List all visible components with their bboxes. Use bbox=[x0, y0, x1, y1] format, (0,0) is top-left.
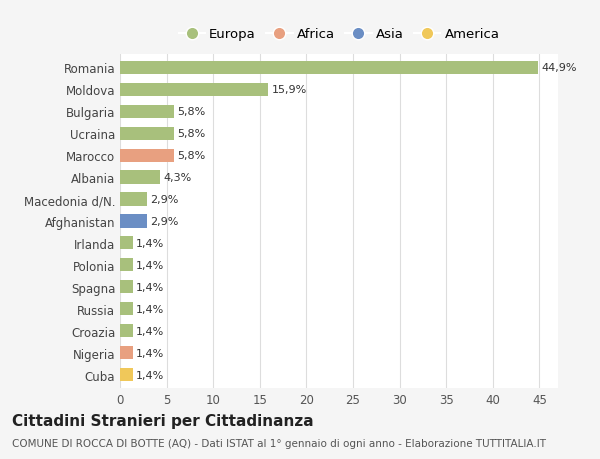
Bar bbox=[120, 325, 133, 337]
Text: 44,9%: 44,9% bbox=[542, 63, 577, 73]
Text: 5,8%: 5,8% bbox=[178, 129, 206, 139]
Text: 1,4%: 1,4% bbox=[136, 348, 164, 358]
Bar bbox=[120, 193, 147, 206]
Text: 1,4%: 1,4% bbox=[136, 238, 164, 248]
Bar bbox=[120, 237, 133, 250]
Bar bbox=[120, 127, 174, 140]
Bar bbox=[120, 280, 133, 294]
Text: 5,8%: 5,8% bbox=[178, 107, 206, 117]
Text: 15,9%: 15,9% bbox=[271, 85, 307, 95]
Legend: Europa, Africa, Asia, America: Europa, Africa, Asia, America bbox=[179, 28, 499, 41]
Text: 2,9%: 2,9% bbox=[150, 217, 179, 226]
Bar bbox=[120, 84, 268, 97]
Bar bbox=[120, 302, 133, 316]
Bar bbox=[120, 62, 538, 75]
Bar bbox=[120, 215, 147, 228]
Bar bbox=[120, 106, 174, 118]
Text: 1,4%: 1,4% bbox=[136, 304, 164, 314]
Text: 1,4%: 1,4% bbox=[136, 260, 164, 270]
Bar bbox=[120, 259, 133, 272]
Text: 5,8%: 5,8% bbox=[178, 151, 206, 161]
Text: 1,4%: 1,4% bbox=[136, 370, 164, 380]
Text: COMUNE DI ROCCA DI BOTTE (AQ) - Dati ISTAT al 1° gennaio di ogni anno - Elaboraz: COMUNE DI ROCCA DI BOTTE (AQ) - Dati IST… bbox=[12, 438, 546, 448]
Text: 1,4%: 1,4% bbox=[136, 326, 164, 336]
Bar bbox=[120, 171, 160, 184]
Text: 2,9%: 2,9% bbox=[150, 195, 179, 205]
Text: 1,4%: 1,4% bbox=[136, 282, 164, 292]
Bar bbox=[120, 149, 174, 162]
Text: Cittadini Stranieri per Cittadinanza: Cittadini Stranieri per Cittadinanza bbox=[12, 413, 314, 428]
Text: 4,3%: 4,3% bbox=[163, 173, 191, 183]
Bar bbox=[120, 346, 133, 359]
Bar bbox=[120, 368, 133, 381]
